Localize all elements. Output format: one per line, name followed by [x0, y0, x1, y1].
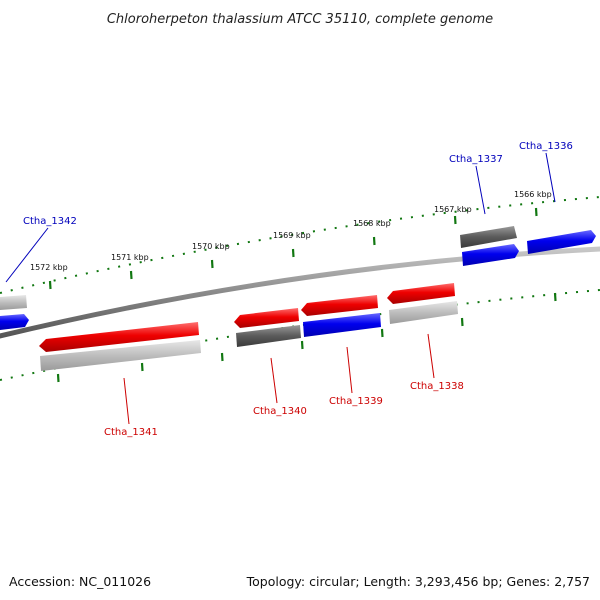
rna-feature-lower [40, 340, 201, 371]
tick-label-1570: 1570 kbp [192, 242, 230, 251]
genome-summary-text: Topology: circular; Length: 3,293,456 bp… [246, 574, 590, 589]
tick-label-1566: 1566 kbp [514, 190, 552, 199]
inner-major-tick [380, 328, 384, 338]
gene-arrow-ctha-1339 [301, 295, 378, 316]
accession-text: Accession: NC_011026 [9, 574, 151, 589]
rna-feature-right [389, 301, 458, 324]
gene-arrow-ctha-1342 [0, 314, 29, 330]
forward-feature-lower [303, 313, 381, 337]
gene-label-ctha-1341: Ctha_1341 [104, 427, 158, 438]
leader-ctha-1337 [475, 165, 486, 215]
gene-label-ctha-1340: Ctha_1340 [253, 406, 307, 417]
gene-arrow-ctha-1341 [39, 322, 199, 352]
gene-label-ctha-1339: Ctha_1339 [329, 396, 383, 407]
inner-major-tick [140, 362, 144, 372]
leader-ctha-1336 [545, 152, 556, 203]
tick-label-1571: 1571 kbp [111, 253, 149, 262]
gene-label-ctha-1337: Ctha_1337 [449, 154, 503, 165]
inner-major-tick [220, 352, 224, 362]
gene-arrow-ctha-1338 [387, 283, 455, 304]
inner-major-tick [460, 317, 464, 327]
gene-label-ctha-1338: Ctha_1338 [410, 381, 464, 392]
major-tick-1570 [210, 259, 214, 269]
pseudo-feature-upper [460, 226, 517, 248]
inner-major-tick [56, 373, 60, 383]
major-tick-1568 [372, 236, 376, 246]
gene-label-ctha-1342: Ctha_1342 [23, 216, 77, 227]
gene-arrow-ctha-1336 [527, 230, 596, 254]
major-ticks: 1566 kbp 1567 kbp 1568 kbp 1569 kbp 1570 kbp… [30, 190, 557, 383]
major-tick-1571 [129, 270, 133, 280]
major-tick-1572 [48, 280, 52, 290]
major-tick-1567 [453, 215, 457, 225]
inner-major-tick [300, 340, 304, 350]
rna-feature-left [0, 295, 27, 310]
leader-ctha-1338 [427, 333, 435, 379]
leader-ctha-1339 [346, 346, 353, 394]
gene-label-ctha-1336: Ctha_1336 [519, 141, 573, 152]
leader-ctha-1340 [270, 357, 278, 404]
leader-ctha-1341 [123, 377, 130, 425]
major-tick-1569 [291, 248, 295, 258]
leader-ctha-1342 [5, 227, 49, 283]
tick-label-1567: 1567 kbp [434, 205, 472, 214]
gene-arrow-ctha-1340 [234, 308, 299, 328]
pseudo-feature-lower [236, 325, 301, 347]
inner-major-tick [553, 292, 557, 302]
tick-label-1569: 1569 kbp [273, 231, 311, 240]
tick-label-1568: 1568 kbp [353, 219, 391, 228]
tick-label-1572: 1572 kbp [30, 263, 68, 272]
major-tick-1566 [534, 207, 538, 217]
genome-backbone [0, 246, 600, 339]
map-title: Chloroherpeton thalassium ATCC 35110, co… [107, 12, 493, 27]
gene-arrow-ctha-1337 [462, 244, 519, 266]
